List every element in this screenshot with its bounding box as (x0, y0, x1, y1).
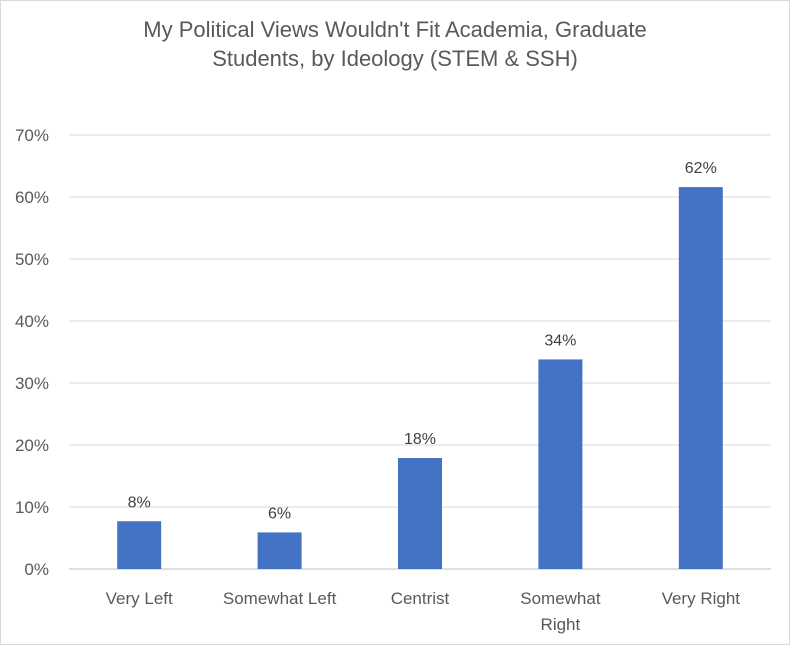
data-label: 34% (544, 332, 576, 349)
x-tick-label: Somewhat (520, 589, 601, 608)
chart-title-line-2: Students, by Ideology (STEM & SSH) (212, 46, 578, 71)
data-label: 18% (404, 431, 436, 448)
data-label: 8% (128, 494, 151, 511)
bar (398, 458, 442, 569)
x-tick-label: Very Right (662, 589, 741, 608)
data-label: 62% (685, 160, 717, 177)
y-tick-label: 0% (24, 560, 49, 579)
x-tick-label: Right (541, 615, 581, 634)
chart-title: My Political Views Wouldn't Fit Academia… (1, 15, 789, 73)
y-tick-label: 60% (15, 188, 49, 207)
y-tick-label: 50% (15, 250, 49, 269)
data-label: 6% (268, 505, 291, 522)
y-tick-label: 20% (15, 436, 49, 455)
bar (257, 532, 302, 569)
y-tick-label: 70% (15, 126, 49, 145)
y-tick-label: 10% (15, 498, 49, 517)
bar (117, 521, 162, 569)
x-tick-label: Centrist (391, 589, 450, 608)
x-tick-label: Somewhat Left (223, 589, 337, 608)
y-tick-label: 40% (15, 312, 49, 331)
bar (538, 359, 583, 569)
y-tick-label: 30% (15, 374, 49, 393)
chart-title-line-1: My Political Views Wouldn't Fit Academia… (143, 17, 647, 42)
bar (678, 187, 723, 569)
x-tick-label: Very Left (106, 589, 173, 608)
